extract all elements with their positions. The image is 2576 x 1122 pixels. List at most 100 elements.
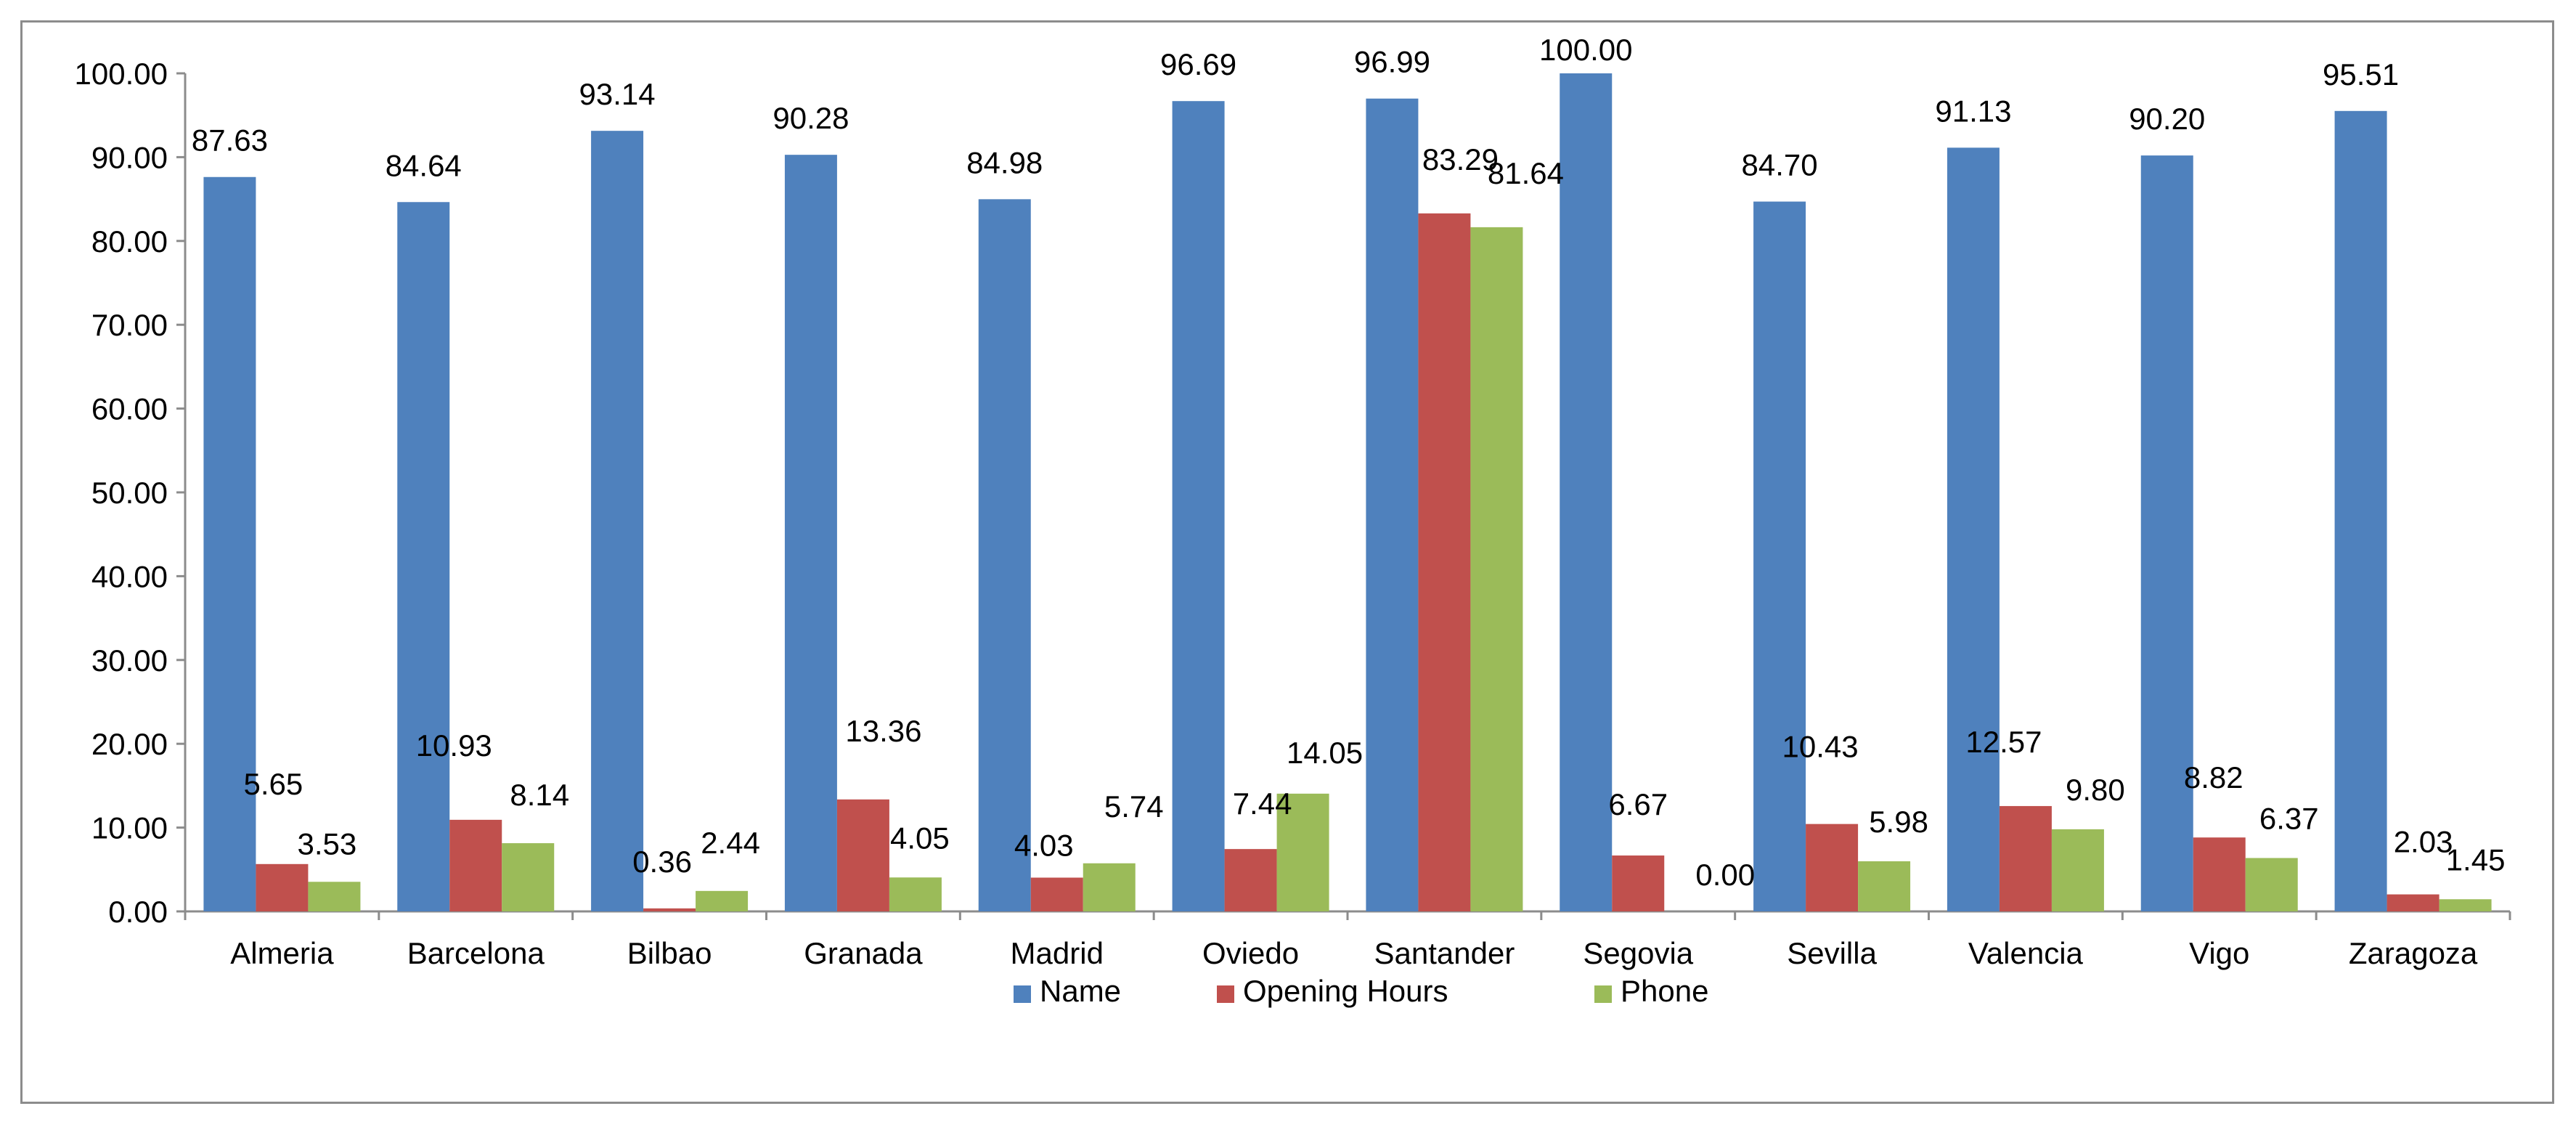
legend-swatch-phone <box>1594 985 1612 1003</box>
bar-phone <box>1858 861 1911 911</box>
legend-label-phone: Phone <box>1621 974 1708 1008</box>
bar-phone <box>308 882 361 911</box>
data-label-opening-hours: 0.36 <box>632 845 692 879</box>
y-tick-label: 50.00 <box>91 476 168 510</box>
y-tick-label: 30.00 <box>91 643 168 678</box>
y-tick-label: 20.00 <box>91 727 168 761</box>
bar-phone <box>1276 793 1329 911</box>
chart-frame: 0.00 10.00 20.00 30.00 40.00 50.00 60.00 70.00 8… <box>20 20 2554 1104</box>
legend: Name Opening Hours Phone <box>1014 974 1708 1008</box>
bar-name <box>978 199 1031 911</box>
x-tick-label: Granada <box>804 936 923 970</box>
x-tick-label: Vigo <box>2189 936 2249 970</box>
data-label-phone: 1.45 <box>2446 842 2506 877</box>
bar-phone <box>889 877 942 911</box>
bar-opening-hours <box>256 863 309 911</box>
bar-opening-hours <box>1806 824 1859 911</box>
legend-swatch-opening-hours <box>1217 985 1234 1003</box>
data-label-phone: 5.74 <box>1104 789 1164 824</box>
data-label-opening-hours: 8.82 <box>2184 760 2243 794</box>
legend-label-name: Name <box>1040 974 1121 1008</box>
axes: 0.00 10.00 20.00 30.00 40.00 50.00 60.00 70.00 8… <box>75 57 2511 970</box>
data-label-name: 96.99 <box>1354 45 1430 79</box>
x-tick-label: Bilbao <box>627 936 712 970</box>
data-label-name: 91.13 <box>1935 94 2011 128</box>
bar-phone <box>2245 858 2298 911</box>
data-label-opening-hours: 4.03 <box>1014 828 1074 862</box>
bar-opening-hours <box>1418 213 1471 912</box>
x-tick-label: Barcelona <box>407 936 545 970</box>
data-label-name: 84.98 <box>966 145 1043 179</box>
data-label-opening-hours: 6.67 <box>1608 787 1668 821</box>
bar-name <box>1753 201 1806 911</box>
bar-opening-hours <box>836 799 889 911</box>
bar-phone <box>696 890 749 911</box>
bar-opening-hours <box>2387 894 2440 911</box>
data-label-name: 96.69 <box>1160 47 1236 81</box>
bar-opening-hours <box>2193 837 2246 911</box>
bar-name <box>2140 155 2193 911</box>
data-label-name: 84.64 <box>386 148 462 182</box>
data-label-opening-hours: 7.44 <box>1233 786 1292 821</box>
y-tick-label: 80.00 <box>91 224 168 259</box>
bar-name <box>1172 101 1225 912</box>
bar-name <box>397 202 450 911</box>
data-label-name: 84.70 <box>1742 148 1818 182</box>
data-label-phone: 81.64 <box>1488 156 1564 190</box>
data-label-phone: 14.05 <box>1287 736 1363 770</box>
bar-chart: 0.00 10.00 20.00 30.00 40.00 50.00 60.00 70.00 8… <box>75 33 2511 1008</box>
legend-label-opening-hours: Opening Hours <box>1243 974 1448 1008</box>
bar-opening-hours <box>643 908 696 911</box>
y-tick-label: 100.00 <box>75 57 168 91</box>
data-labels: 87.63 5.65 3.53 84.64 10.93 8.14 93.14 0.36 2.44… <box>192 33 2506 892</box>
data-label-opening-hours: 2.03 <box>2394 825 2453 859</box>
data-label-name: 100.00 <box>1539 33 1632 67</box>
bar-opening-hours <box>449 819 502 911</box>
x-tick-label: Sevilla <box>1787 936 1877 970</box>
data-label-phone: 8.14 <box>510 778 569 812</box>
data-label-phone: 3.53 <box>298 826 357 861</box>
bar-name <box>1366 98 1419 912</box>
y-tick-label: 40.00 <box>91 559 168 593</box>
bar-name <box>2334 110 2387 912</box>
bar-phone <box>502 843 555 911</box>
data-label-phone: 2.44 <box>701 826 760 860</box>
x-tick-label: Madrid <box>1011 936 1104 970</box>
data-label-opening-hours: 12.57 <box>1965 725 2042 759</box>
y-tick-label: 10.00 <box>91 811 168 845</box>
data-label-opening-hours: 83.29 <box>1422 142 1499 176</box>
data-label-opening-hours: 13.36 <box>845 714 921 748</box>
data-label-phone: 5.98 <box>1869 805 1928 839</box>
x-tick-label: Segovia <box>1583 936 1693 970</box>
bar-name <box>591 131 644 911</box>
bar-opening-hours <box>1999 805 2052 911</box>
legend-swatch-name <box>1014 985 1031 1003</box>
bar-name <box>203 176 256 911</box>
y-tick-label: 60.00 <box>91 392 168 426</box>
bar-name <box>784 155 837 911</box>
x-tick-label: Oviedo <box>1202 936 1299 970</box>
bar-opening-hours <box>1030 877 1083 911</box>
x-tick-label: Valencia <box>1968 936 2084 970</box>
bar-phone <box>2051 829 2104 911</box>
data-label-opening-hours: 10.93 <box>416 728 492 763</box>
bar-opening-hours <box>1612 855 1665 911</box>
bar-name <box>1947 147 2000 911</box>
bar-phone <box>1470 227 1523 911</box>
data-label-phone: 4.05 <box>890 821 950 855</box>
data-label-name: 87.63 <box>192 123 268 158</box>
data-label-opening-hours: 10.43 <box>1782 730 1859 764</box>
data-label-name: 93.14 <box>579 77 656 111</box>
data-label-phone: 9.80 <box>2066 773 2125 807</box>
bars <box>203 73 2492 912</box>
data-label-name: 95.51 <box>2323 57 2399 92</box>
bar-phone <box>2439 899 2492 911</box>
bar-name <box>1560 73 1613 911</box>
data-label-name: 90.20 <box>2129 102 2205 136</box>
y-tick-label: 0.00 <box>108 895 168 929</box>
x-tick-label: Zaragoza <box>2349 936 2478 970</box>
bar-phone <box>1083 863 1136 911</box>
data-label-phone: 6.37 <box>2259 801 2319 835</box>
bar-opening-hours <box>1224 849 1277 911</box>
x-tick-label: Almeria <box>230 936 334 970</box>
